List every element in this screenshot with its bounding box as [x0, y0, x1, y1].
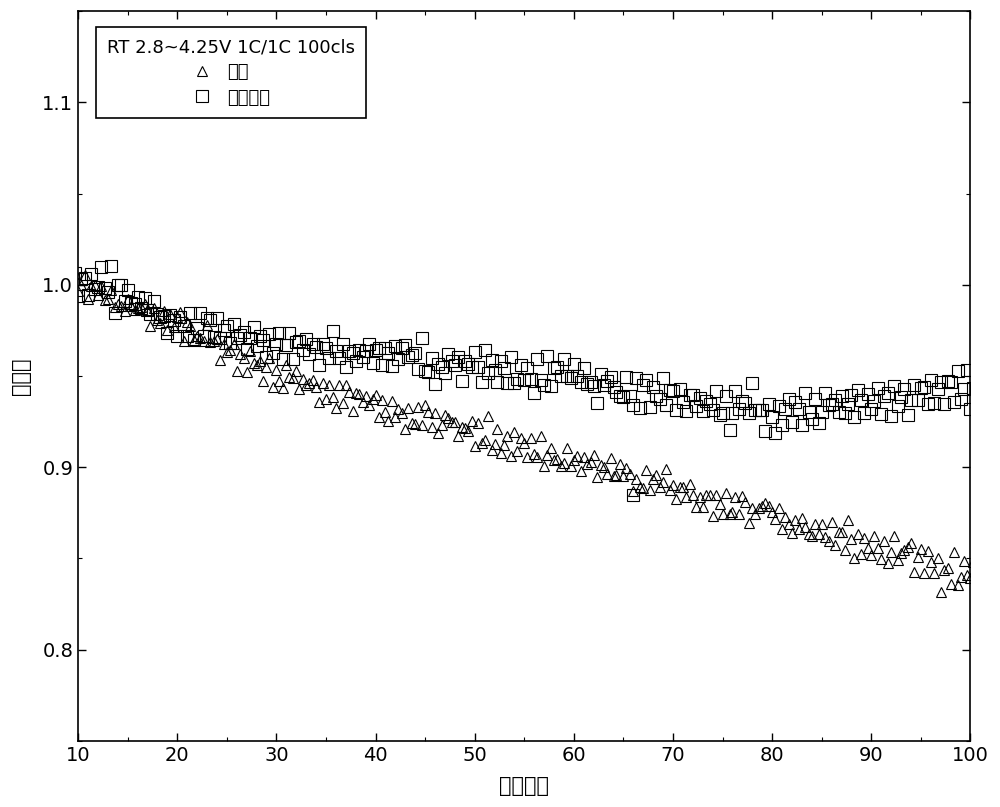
Line: 参比: 参比 — [70, 268, 978, 596]
实施例一 — [69, 268, 81, 278]
Line: 实施例一: 实施例一 — [70, 260, 979, 500]
实施例一 — [148, 296, 160, 306]
参比 — [396, 408, 408, 417]
实施例一 — [700, 396, 712, 406]
参比 — [69, 268, 81, 278]
实施例一 — [317, 340, 329, 349]
Legend: 参比, 实施例一: 参比, 实施例一 — [96, 27, 366, 118]
Y-axis label: 保持率: 保持率 — [11, 358, 31, 395]
实施例一 — [783, 395, 795, 404]
实施例一 — [848, 412, 860, 422]
参比 — [967, 558, 979, 567]
参比 — [442, 413, 454, 423]
实施例一 — [105, 261, 117, 270]
实施例一 — [429, 379, 441, 389]
参比 — [588, 450, 600, 460]
参比 — [935, 587, 947, 596]
X-axis label: 循环次数: 循环次数 — [499, 776, 549, 796]
参比 — [476, 438, 488, 448]
实施例一 — [627, 490, 639, 500]
参比 — [561, 443, 573, 453]
参比 — [283, 373, 295, 383]
